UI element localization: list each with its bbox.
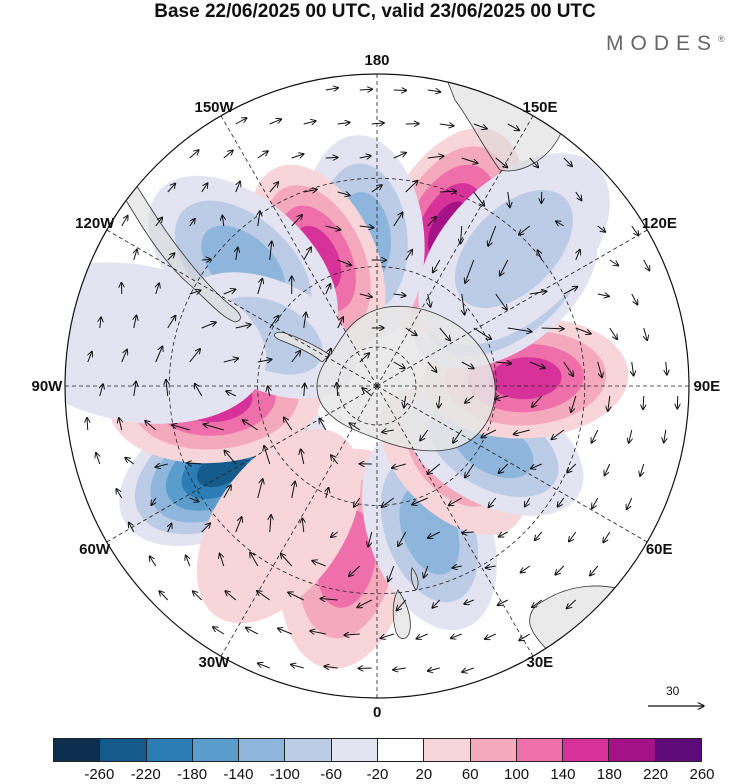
colorbar-tick-label: -260 bbox=[84, 766, 114, 783]
colorbar-tick-labels: -260 -220 -180 -140 -100 -60 -20 20 60 100 140 180 2… bbox=[0, 766, 750, 784]
colorbar-segment bbox=[54, 739, 100, 761]
map-title: Base 22/06/2025 00 UTC, valid 23/06/2025… bbox=[0, 0, 750, 24]
colorbar-segment bbox=[378, 739, 424, 761]
colorbar-tick-label: 20 bbox=[416, 766, 433, 783]
longitude-label: 90W bbox=[32, 378, 63, 395]
longitude-label: 60E bbox=[646, 541, 673, 558]
colorbar-tick-label: 100 bbox=[504, 766, 529, 783]
colorbar-segment bbox=[563, 739, 609, 761]
brand-name: MODES bbox=[606, 32, 718, 55]
colorbar-tick-label: -140 bbox=[223, 766, 253, 783]
registered-mark: ® bbox=[718, 34, 725, 44]
longitude-label: 120E bbox=[642, 215, 677, 232]
longitude-label: 30E bbox=[527, 654, 554, 671]
colorbar-segment bbox=[471, 739, 517, 761]
longitude-label: 90E bbox=[694, 378, 721, 395]
colorbar-segment bbox=[424, 739, 470, 761]
colorbar-tick-label: 180 bbox=[597, 766, 622, 783]
longitude-label: 180 bbox=[365, 52, 390, 69]
colorbar bbox=[53, 738, 702, 762]
colorbar-segment bbox=[100, 739, 146, 761]
longitude-label: 150E bbox=[523, 99, 558, 116]
longitude-label: 150W bbox=[195, 99, 234, 116]
wind-vector bbox=[202, 259, 211, 260]
longitude-label: 60W bbox=[79, 541, 110, 558]
colorbar-tick-label: 260 bbox=[689, 766, 714, 783]
colorbar-segment bbox=[517, 739, 563, 761]
colorbar-tick-label: -220 bbox=[131, 766, 161, 783]
colorbar-tick-label: -100 bbox=[270, 766, 300, 783]
colorbar-tick-label: 140 bbox=[550, 766, 575, 783]
colorbar-segment bbox=[332, 739, 378, 761]
colorbar-segment bbox=[147, 739, 193, 761]
colorbar-segment bbox=[239, 739, 285, 761]
colorbar-segment bbox=[285, 739, 331, 761]
reference-vector-label: 30 bbox=[666, 684, 679, 698]
colorbar-tick-label: -180 bbox=[177, 766, 207, 783]
colorbar-tick-label: -60 bbox=[320, 766, 342, 783]
wind-vector bbox=[326, 157, 338, 158]
colorbar-segment bbox=[193, 739, 239, 761]
colorbar-tick-label: -20 bbox=[367, 766, 389, 783]
longitude-label: 0 bbox=[373, 704, 381, 721]
colorbar-segment bbox=[609, 739, 655, 761]
colorbar-tick-label: 220 bbox=[643, 766, 668, 783]
colorbar-tick-label: 60 bbox=[462, 766, 479, 783]
colorbar-segment bbox=[656, 739, 701, 761]
longitude-label: 30W bbox=[199, 654, 230, 671]
longitude-label: 120W bbox=[75, 215, 114, 232]
brand-logo: MODES® bbox=[606, 32, 725, 56]
